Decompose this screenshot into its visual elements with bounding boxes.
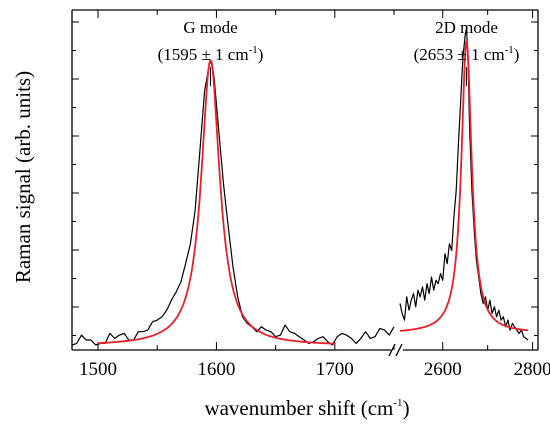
series-layer bbox=[71, 27, 529, 346]
annotation-title-0: G mode bbox=[183, 18, 237, 37]
y-axis-label: Raman signal (arb. units) bbox=[11, 71, 35, 283]
axis-break-mark-2 bbox=[395, 343, 403, 357]
plot-frame bbox=[71, 9, 539, 357]
annotation-value-1: (2653 ± 1 cm-1) bbox=[414, 44, 520, 64]
data-line-0 bbox=[71, 60, 395, 346]
axis-ticks: 1500 1600 1700 2600 2800 bbox=[72, 10, 550, 380]
x-tick-label: 2600 bbox=[424, 359, 462, 380]
annotation-title-1: 2D mode bbox=[435, 18, 498, 37]
x-tick-label: 2800 bbox=[514, 359, 550, 380]
data-line-2 bbox=[399, 27, 529, 341]
annotation-value-0: (1595 ± 1 cm-1) bbox=[158, 44, 264, 64]
fit-line-3 bbox=[399, 40, 529, 332]
fit-line-1 bbox=[97, 59, 336, 345]
x-tick-label: 1600 bbox=[197, 359, 235, 380]
x-tick-label: 1500 bbox=[79, 359, 117, 380]
x-tick-label: 1700 bbox=[316, 359, 354, 380]
annotations: G mode (1595 ± 1 cm-1) 2D mode (2653 ± 1 cm… bbox=[158, 18, 520, 86]
x-axis-label: wavenumber shift (cm-1) bbox=[204, 396, 409, 420]
